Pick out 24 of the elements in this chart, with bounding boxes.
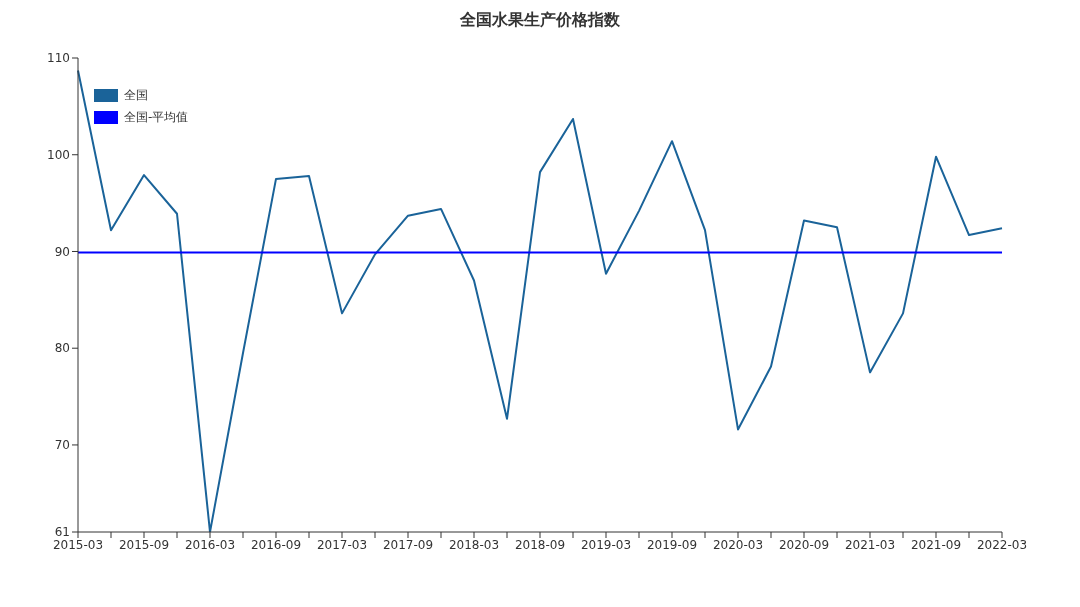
x-tick-label: 2016-03 [184,537,236,552]
x-tick-label: 2018-09 [514,537,566,552]
x-tick-label: 2020-03 [712,537,764,552]
x-tick-label: 2020-09 [778,537,830,552]
legend-label: 全国 [124,86,148,104]
y-tick-label: 70 [54,438,70,453]
x-tick-label: 2015-09 [118,537,170,552]
x-tick-label: 2021-09 [910,537,962,552]
chart-title: 全国水果生产价格指数 [459,9,621,31]
x-tick-label: 2016-09 [250,537,302,552]
y-tick-label: 110 [47,51,70,66]
x-tick-label: 2017-03 [316,537,368,552]
x-tick-label: 2017-09 [382,537,434,552]
x-tick-label: 2022-03 [976,537,1028,552]
y-tick-label: 100 [47,147,70,162]
x-tick-label: 2019-03 [580,537,632,552]
y-tick-label: 61 [54,525,70,540]
y-tick-label: 90 [54,244,70,259]
y-tick-label: 80 [54,341,70,356]
x-tick-label: 2015-03 [52,537,104,552]
x-tick-label: 2021-03 [844,537,896,552]
x-tick-label: 2018-03 [448,537,500,552]
x-tick-label: 2019-09 [646,537,698,552]
legend-label: 全国-平均值 [124,108,189,126]
